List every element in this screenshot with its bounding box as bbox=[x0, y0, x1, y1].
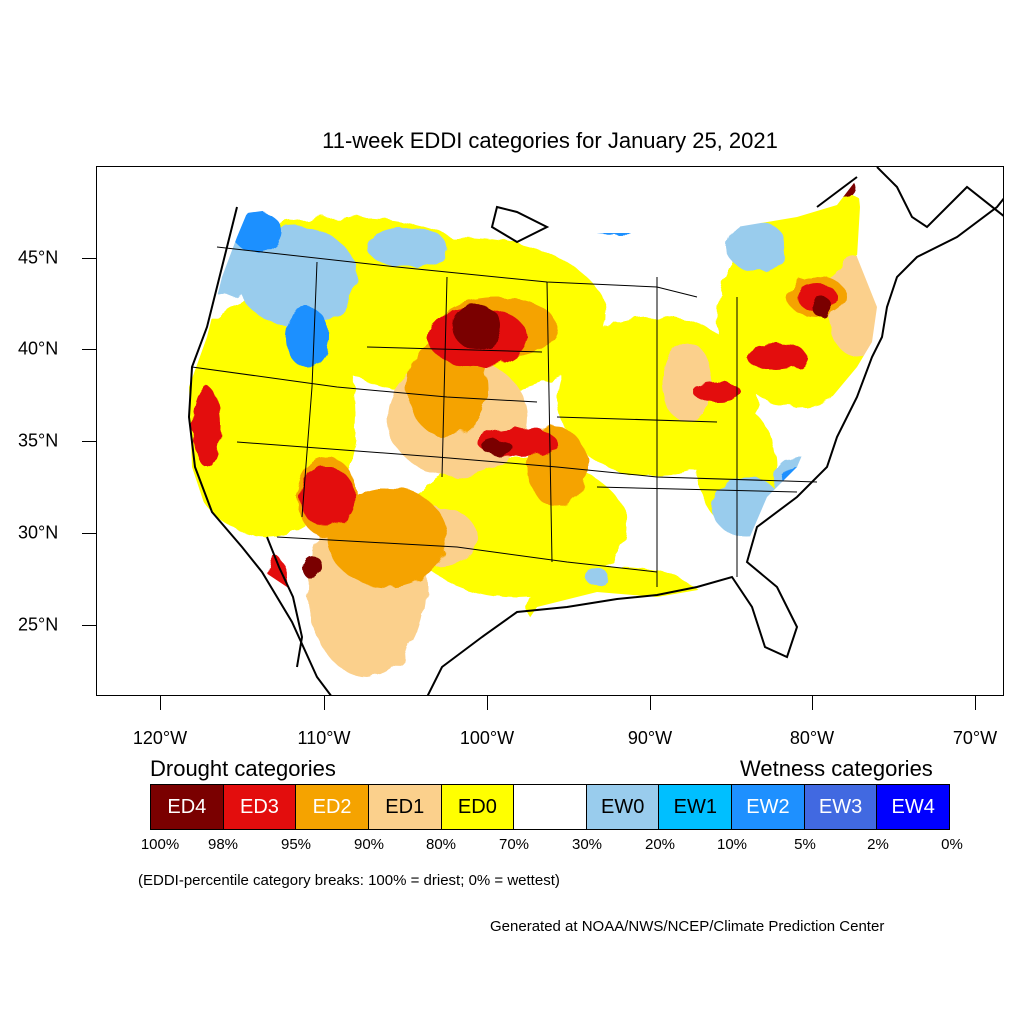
map-title: 11-week EDDI categories for January 25, … bbox=[322, 128, 778, 153]
break-label: 10% bbox=[716, 836, 748, 853]
category-fields bbox=[189, 179, 877, 695]
category-note: (EDDI-percentile category breaks: 100% =… bbox=[138, 872, 560, 889]
lat-label: 25°N bbox=[18, 614, 59, 635]
break-label: 0% bbox=[941, 836, 963, 853]
legend-swatch: ED2 bbox=[296, 785, 369, 829]
wetness-heading: Wetness categories bbox=[740, 756, 933, 781]
lon-tick bbox=[160, 696, 161, 710]
break-label: 98% bbox=[207, 836, 239, 853]
legend-swatch: EW2 bbox=[732, 785, 805, 829]
lat-tick bbox=[82, 441, 96, 442]
break-label: 100% bbox=[140, 836, 180, 853]
map-panel bbox=[96, 166, 1004, 696]
legend-swatch: ED0 bbox=[441, 785, 515, 829]
legend-swatch: ED1 bbox=[368, 785, 442, 829]
legend-swatch bbox=[514, 785, 587, 829]
lon-label: 110°W bbox=[297, 728, 351, 748]
break-label: 95% bbox=[280, 836, 312, 853]
lon-tick bbox=[812, 696, 813, 710]
lat-label: 45°N bbox=[18, 247, 59, 268]
lat-label: 30°N bbox=[18, 522, 59, 543]
lon-label: 80°W bbox=[789, 728, 835, 748]
lon-tick bbox=[324, 696, 325, 710]
lon-label: 100°W bbox=[459, 728, 515, 748]
legend-bar: ED4 ED3 ED2 ED1 ED0 EW0 EW1 EW2 EW3 EW4 bbox=[150, 784, 950, 830]
lat-tick bbox=[82, 349, 96, 350]
break-label: 20% bbox=[644, 836, 676, 853]
break-label: 5% bbox=[794, 836, 816, 853]
credit-line: Generated at NOAA/NWS/NCEP/Climate Predi… bbox=[490, 918, 885, 935]
lat-tick bbox=[82, 533, 96, 534]
lon-label: 90°W bbox=[627, 728, 673, 748]
lon-tick bbox=[650, 696, 651, 710]
break-label: 70% bbox=[498, 836, 530, 853]
lat-tick bbox=[82, 258, 96, 259]
legend-swatch: EW3 bbox=[804, 785, 878, 829]
eddi-map bbox=[187, 167, 1003, 695]
lon-tick bbox=[975, 696, 976, 710]
legend-swatch: EW4 bbox=[877, 785, 950, 829]
break-label: 90% bbox=[353, 836, 385, 853]
break-label: 2% bbox=[867, 836, 889, 853]
drought-heading: Drought categories bbox=[150, 756, 336, 781]
lat-tick bbox=[82, 625, 96, 626]
lon-label: 70°W bbox=[952, 728, 998, 748]
state-boundaries bbox=[191, 246, 818, 587]
lon-label: 120°W bbox=[132, 728, 188, 748]
lat-label: 40°N bbox=[18, 338, 59, 359]
legend-swatch: ED3 bbox=[223, 785, 297, 829]
legend-swatch: EW0 bbox=[586, 785, 660, 829]
break-label: 80% bbox=[425, 836, 457, 853]
lat-label: 35°N bbox=[18, 430, 59, 451]
coastline bbox=[187, 167, 1003, 695]
legend-swatch: EW1 bbox=[659, 785, 733, 829]
legend-swatch: ED4 bbox=[151, 785, 224, 829]
lon-tick bbox=[487, 696, 488, 710]
break-label: 30% bbox=[571, 836, 603, 853]
